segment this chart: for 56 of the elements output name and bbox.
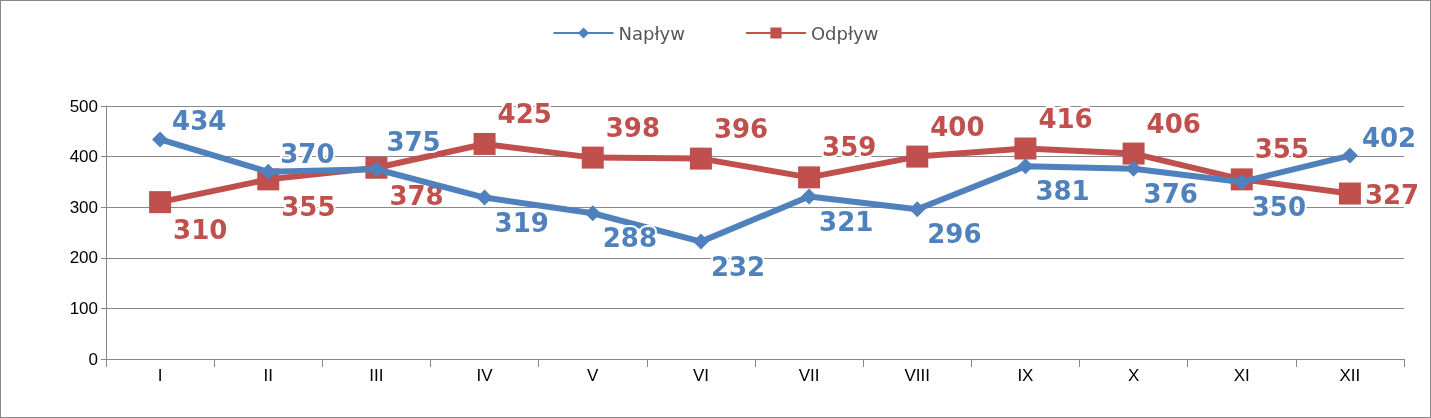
point <box>689 147 712 170</box>
legend-label: Napływ <box>618 22 685 44</box>
y-tick-label: 300 <box>69 197 98 217</box>
data-label: 381 <box>1035 176 1090 207</box>
data-label: 288 <box>602 223 658 254</box>
point <box>801 188 818 205</box>
data-label: 396 <box>713 113 769 144</box>
legend-label: Odpływ <box>810 22 879 44</box>
data-label: 406 <box>1146 108 1201 139</box>
x-tick-label: V <box>587 366 600 385</box>
data-label: 319 <box>494 207 549 238</box>
data-label: 296 <box>927 219 982 250</box>
point <box>476 189 493 206</box>
x-tick-label: VI <box>692 366 709 385</box>
point <box>152 131 169 148</box>
point <box>1341 147 1358 164</box>
y-tick-label: 500 <box>69 96 98 116</box>
data-label: 434 <box>172 106 227 137</box>
x-tick-label: X <box>1127 366 1140 385</box>
data-label: 378 <box>389 180 444 211</box>
data-label: 376 <box>1143 178 1198 209</box>
y-tick-label: 200 <box>69 248 98 268</box>
x-tick-label: II <box>263 366 273 385</box>
point <box>909 201 926 218</box>
x-tick-label: I <box>157 366 163 385</box>
data-label: 232 <box>710 251 766 282</box>
data-label: 402 <box>1361 122 1417 153</box>
data-label: 327 <box>1364 179 1420 210</box>
x-tick-label: XI <box>1233 366 1250 385</box>
point <box>798 166 821 189</box>
x-tick-label: IV <box>476 366 494 385</box>
x-tick-label: IX <box>1017 366 1034 385</box>
point <box>473 132 496 155</box>
x-tick-label: XII <box>1339 366 1361 385</box>
data-label: 310 <box>173 215 228 246</box>
x-tick-label: III <box>369 366 384 385</box>
point <box>581 146 604 169</box>
point <box>149 191 172 214</box>
x-tick-label: VIII <box>904 366 931 385</box>
point <box>906 145 929 168</box>
point <box>1122 142 1145 165</box>
y-tick-label: 100 <box>69 298 98 318</box>
data-label: 400 <box>930 111 985 142</box>
point <box>1014 137 1037 160</box>
data-label: 425 <box>497 98 552 129</box>
y-tick-label: 0 <box>88 349 98 369</box>
data-label: 321 <box>819 206 874 237</box>
point <box>692 233 709 250</box>
data-label: 375 <box>386 127 441 158</box>
data-label: 416 <box>1038 103 1093 134</box>
point <box>584 205 601 222</box>
y-tick-label: 400 <box>69 147 98 167</box>
data-label: 359 <box>822 132 877 163</box>
point <box>1338 182 1361 205</box>
data-label: 398 <box>605 112 661 143</box>
x-tick-label: VII <box>798 366 820 385</box>
